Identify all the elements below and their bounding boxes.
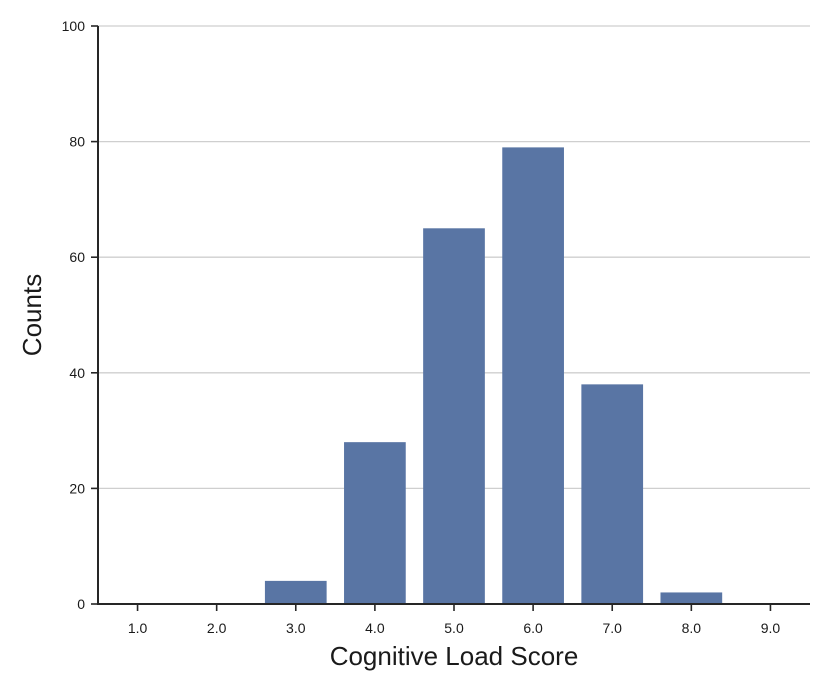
x-tick-label-1.0: 1.0 [128, 620, 148, 636]
x-tick-label-3.0: 3.0 [286, 620, 306, 636]
bar-7.0 [581, 384, 644, 604]
bar-6.0 [502, 147, 564, 604]
x-tick-label-9.0: 9.0 [761, 620, 781, 636]
y-tick-label-100: 100 [62, 18, 86, 34]
bar-layer [264, 147, 723, 605]
bar-5.0 [423, 228, 485, 605]
bar-8.0 [660, 592, 723, 604]
x-tick-label-8.0: 8.0 [682, 620, 702, 636]
x-tick-label-6.0: 6.0 [523, 620, 543, 636]
axis-layer [91, 25, 810, 611]
y-axis-title: Counts [17, 274, 47, 356]
x-tick-label-2.0: 2.0 [207, 620, 227, 636]
x-axis-title: Cognitive Load Score [330, 641, 579, 671]
x-tick-label-7.0: 7.0 [602, 620, 622, 636]
x-tick-label-4.0: 4.0 [365, 620, 385, 636]
y-tick-label-80: 80 [69, 134, 85, 150]
label-layer: Cognitive Load Score Counts 0 20 40 60 80 100… [17, 18, 780, 671]
y-tick-label-20: 20 [69, 480, 85, 496]
bar-3.0 [264, 580, 327, 604]
y-tick-label-0: 0 [77, 596, 85, 612]
y-tick-label-40: 40 [69, 365, 85, 381]
y-tick-label-60: 60 [69, 249, 85, 265]
x-tick-label-5.0: 5.0 [444, 620, 464, 636]
bar-4.0 [344, 442, 406, 604]
